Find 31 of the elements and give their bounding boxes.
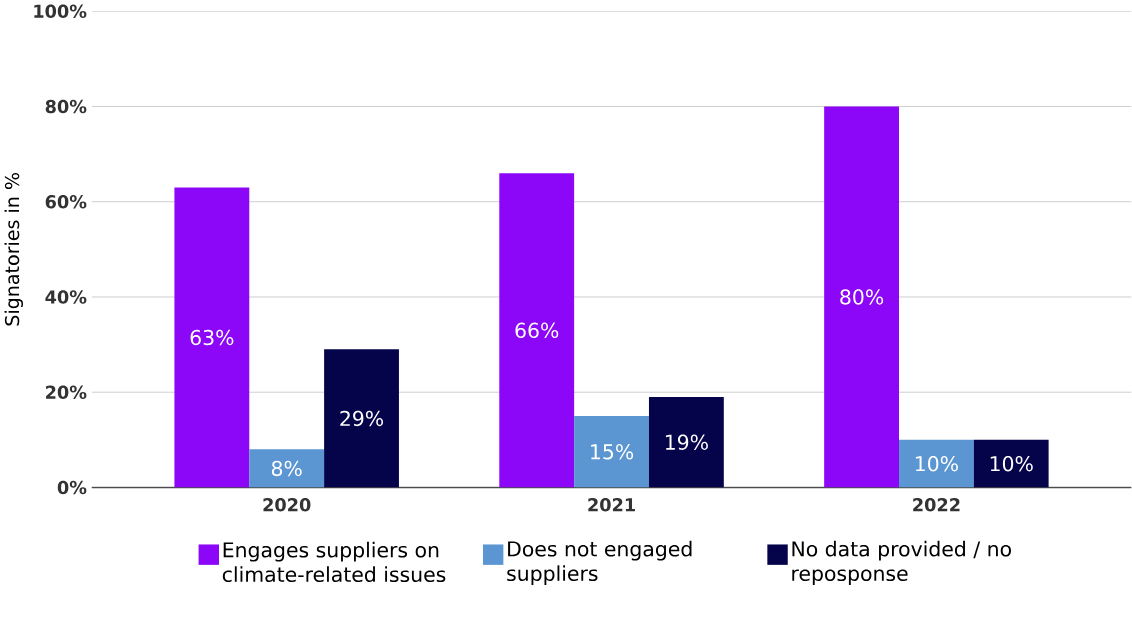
bar [824, 106, 899, 488]
data-label: 15% [591, 444, 634, 460]
x-tick-label: 2021 [588, 498, 635, 512]
bar [249, 449, 325, 488]
y-tick-label: 0% [57, 481, 87, 495]
y-tick-label: 40% [45, 290, 87, 304]
data-label: 80% [840, 289, 884, 305]
data-label: 63% [190, 329, 234, 346]
y-tick-label: 80% [45, 100, 87, 114]
data-label: 29% [340, 410, 384, 427]
x-tick-label: 2022 [913, 498, 960, 512]
data-label: 8% [271, 460, 302, 477]
y-tick-label: 100% [34, 4, 87, 19]
legend-label: Does not engaged suppliers [507, 541, 692, 586]
legend-label: No data provided / no reposponse [792, 541, 1011, 586]
y-tick-label: 60% [45, 195, 87, 209]
data-label: 19% [665, 434, 708, 451]
bar [973, 440, 1049, 488]
bar [648, 397, 724, 488]
data-label: 10% [990, 456, 1033, 472]
bar [499, 173, 575, 488]
x-tick-label: 2020 [263, 498, 311, 512]
legend-label: Engages suppliers on climate-related issues [222, 542, 446, 583]
bar [899, 440, 974, 488]
data-label: 66% [515, 322, 559, 339]
bar [574, 416, 649, 488]
y-tick-label: 20% [46, 385, 87, 400]
data-label: 10% [915, 456, 958, 472]
bar [174, 187, 250, 488]
bar [324, 349, 399, 488]
y-axis-title: Signatories in % [4, 173, 23, 326]
